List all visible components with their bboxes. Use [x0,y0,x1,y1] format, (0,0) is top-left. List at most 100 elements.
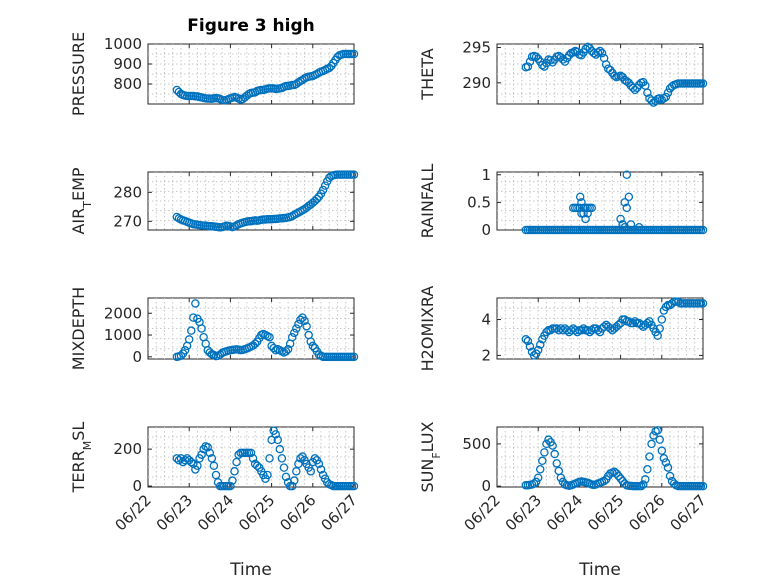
data-point [659,94,669,103]
subplot-4: 0 0.5 1 RAINFALL [418,164,708,239]
data-point [698,481,708,491]
data-point [616,474,625,483]
data-series [521,426,708,491]
x-tick-label: 06/25 [235,491,278,534]
data-point [587,326,597,335]
y-tick-label: 2000 [104,304,142,322]
data-point [533,473,543,482]
data-point [581,214,590,224]
subplot-6: 2 4 H2OMIXRA [418,286,708,372]
data-point [622,170,632,180]
data-point [647,439,656,449]
data-point [612,469,621,478]
data-point [250,339,260,348]
data-point [205,448,215,458]
data-point [624,317,634,326]
data-point [283,344,293,354]
data-point [248,454,258,463]
y-tick-label: 295 [462,39,491,57]
data-point [279,463,289,472]
subplot-5: 0 1000 2000 MIXDEPTH [69,287,359,370]
y-tick-label: 0.5 [467,193,491,211]
data-point [643,318,652,328]
data-point [655,324,664,333]
x-tick-label: 06/24 [194,491,237,534]
data-point [193,461,202,471]
x-tick-label: 06/26 [625,491,668,534]
data-point [649,431,658,440]
data-point [601,60,611,69]
data-point [211,470,221,480]
data-point [189,459,198,469]
data-point [176,351,186,360]
x-tick-label: 06/27 [667,491,710,534]
data-point [657,446,667,455]
y-axis-label: H2OMIXRA [418,286,437,372]
data-point [587,203,597,213]
y-axis-label: SUNFLUX [418,421,443,492]
data-point [620,315,629,324]
y-tick-label: 1000 [104,326,142,344]
data-point [191,299,200,308]
data-point [531,477,541,487]
data-point [655,435,664,444]
y-tick-label: 270 [113,212,142,230]
data-point [583,203,592,213]
data-point [281,347,291,356]
subplot-2: 290 295 THETA [418,39,708,107]
y-tick-label: 800 [113,75,142,93]
data-point [290,476,299,485]
data-point [614,471,623,481]
y-tick-label: 290 [462,74,491,92]
data-point [552,459,561,468]
data-point [663,463,673,472]
data-point [203,443,212,452]
y-axis-label: THETA [418,48,437,100]
y-tick-label: 0 [481,477,491,495]
data-point [316,465,326,474]
y-tick-label: 200 [113,440,142,458]
data-point [577,326,586,335]
data-point [308,341,318,351]
data-point [622,203,632,213]
data-point [531,52,541,61]
data-point [597,48,607,58]
data-point [573,327,582,337]
data-point [230,467,239,476]
data-point [533,345,543,355]
data-point [265,454,274,463]
data-series [172,426,359,491]
y-axis-label: TERRMSL [69,422,94,494]
data-point [246,448,256,458]
data-point [296,315,305,325]
x-tick-label: 06/23 [502,491,545,534]
data-point [542,439,551,449]
x-tick-label: 06/23 [153,491,196,534]
data-point [620,222,629,232]
x-tick-label: 06/26 [276,491,319,534]
data-point [698,225,708,235]
data-point [180,346,190,355]
y-axis-label: AIRTEMP [69,167,94,234]
data-point [306,467,315,476]
data-point [189,313,198,322]
data-point [174,455,184,465]
data-point [643,465,652,474]
data-point [641,475,650,484]
data-point [657,315,667,324]
data-point [659,454,669,463]
data-point [349,170,359,179]
data-point [292,324,301,333]
data-point [546,55,555,65]
data-point [265,332,274,342]
data-point [529,479,539,488]
data-point [252,461,262,471]
data-point [275,444,285,454]
data-point [544,435,553,444]
subplot-3: 270 280 AIRTEMP [69,167,359,235]
data-point [302,322,311,331]
data-point [538,456,547,466]
